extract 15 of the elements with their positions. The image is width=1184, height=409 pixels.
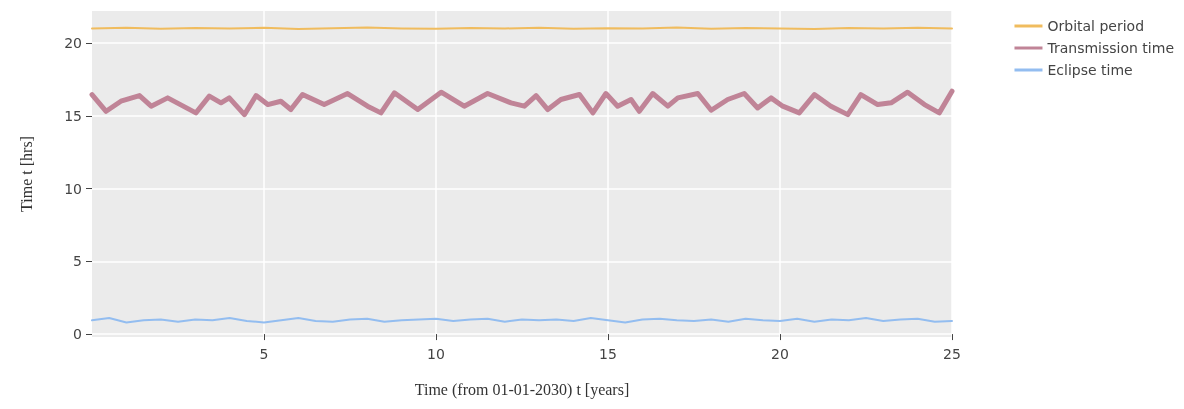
y-tick-label: 20 — [64, 35, 82, 52]
x-tick-label: 15 — [599, 346, 617, 362]
x-tick-label: 10 — [427, 346, 445, 362]
legend-label: Orbital period — [1047, 18, 1145, 34]
x-axis-title: Time (from 01-01-2030) t [years] — [414, 380, 630, 399]
x-tick-label: 25 — [943, 346, 961, 362]
y-tick-label: 10 — [64, 180, 82, 197]
y-tick-label: 5 — [73, 253, 82, 270]
x-tick-label: 5 — [259, 346, 269, 362]
legend-label: Transmission time — [1046, 40, 1175, 56]
y-tick-label: 15 — [64, 107, 82, 124]
y-axis-title: Time t [hrs] — [17, 136, 35, 212]
y-tick-label: 0 — [73, 326, 82, 343]
legend-label: Eclipse time — [1047, 62, 1133, 78]
x-tick-label: 20 — [771, 346, 789, 362]
